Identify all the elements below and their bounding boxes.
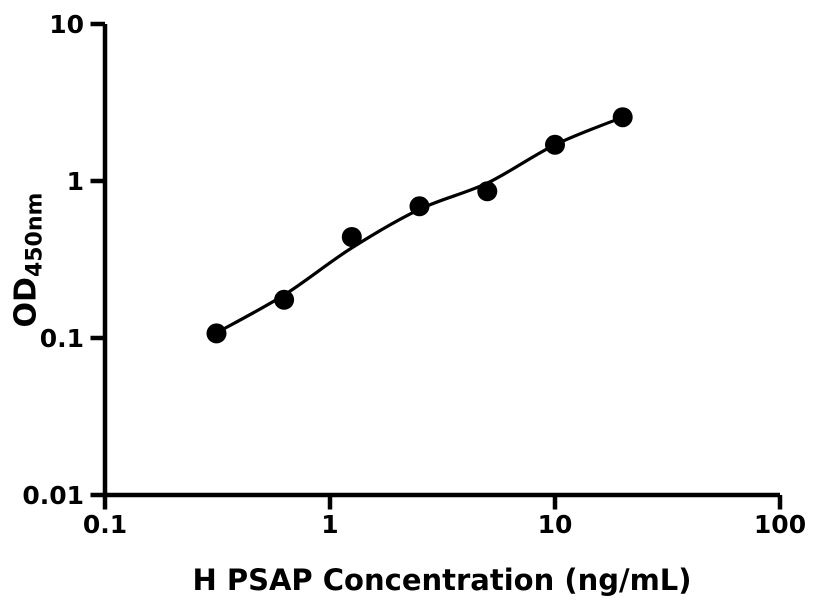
x-axis-title: H PSAP Concentration (ng/mL): [192, 563, 692, 597]
axes-frame: [102, 24, 780, 498]
y-tick-label: 0.1: [40, 324, 84, 353]
x-tick-label: 0.1: [83, 510, 127, 539]
data-point-marker: [206, 323, 227, 344]
data-point-marker: [341, 227, 362, 247]
y-axis-title-main: OD: [8, 277, 44, 328]
x-tick-label: 100: [754, 510, 806, 539]
x-tick-label: 1: [321, 510, 338, 539]
data-point-marker: [477, 181, 498, 202]
x-tick-label: 10: [538, 510, 573, 539]
y-axis-title: OD450nm: [9, 193, 48, 328]
y-tick-label: 0.01: [22, 481, 84, 510]
y-tick-label: 1: [67, 167, 84, 196]
data-point-marker: [545, 134, 565, 155]
y-axis-title-subscript: 450nm: [22, 192, 48, 278]
data-point-marker: [612, 107, 633, 128]
data-point-marker: [274, 289, 295, 310]
y-tick-label: 10: [49, 10, 84, 39]
data-point-marker: [409, 196, 430, 217]
